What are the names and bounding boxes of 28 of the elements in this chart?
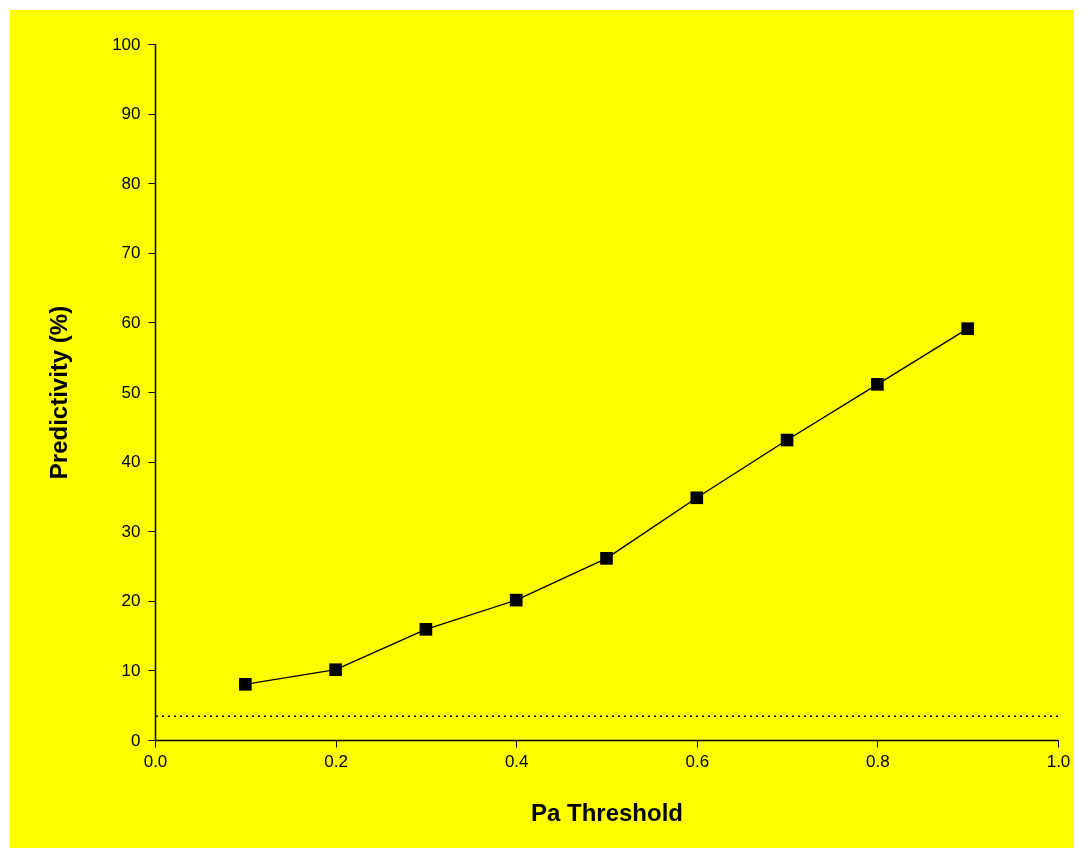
y-tick-label: 10 — [121, 660, 141, 680]
y-tick-label: 100 — [112, 34, 141, 54]
point — [419, 623, 433, 636]
point — [329, 663, 342, 677]
x-tick-label: 0.2 — [324, 751, 348, 771]
y-tick-label: 0 — [131, 730, 141, 750]
x-tick-label: 0.8 — [866, 751, 890, 771]
y-axis-title: Predictivity (%) — [45, 305, 73, 480]
point — [509, 593, 523, 607]
point — [600, 552, 613, 565]
x-tick-label: 1.0 — [1046, 751, 1071, 771]
x-axis-title: Pa Threshold — [530, 798, 684, 826]
point — [871, 378, 884, 391]
y-tick-label: 50 — [121, 382, 141, 402]
y-tick-label: 80 — [121, 173, 141, 193]
point — [780, 433, 794, 447]
y-tick-label: 40 — [121, 452, 141, 472]
x-tick-label: 0.6 — [685, 751, 710, 771]
y-tick-label: 90 — [121, 104, 141, 124]
y-tick-label: 60 — [121, 312, 141, 332]
x-tick-label: 0.0 — [143, 751, 168, 771]
y-tick-label: 20 — [121, 591, 141, 611]
point — [690, 491, 704, 505]
point — [238, 678, 252, 691]
y-tick-label: 30 — [121, 521, 141, 541]
x-tick-label: 0.4 — [504, 751, 529, 771]
y-tick-label: 70 — [121, 243, 141, 263]
point — [961, 322, 975, 335]
